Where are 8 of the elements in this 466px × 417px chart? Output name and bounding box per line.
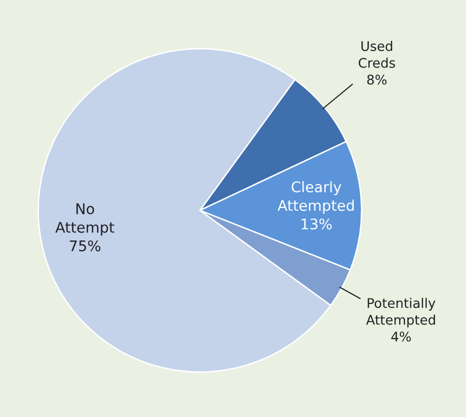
data-label: 4% <box>391 332 411 342</box>
slice-label: Clearly Attempted <box>278 181 354 214</box>
data-label: 8% <box>367 74 387 85</box>
slice-label: Potentially Attempted <box>366 298 436 328</box>
slice-label: No Attempt <box>55 203 114 236</box>
slice-label: Used Creds <box>358 40 396 68</box>
data-label: 13% <box>302 218 332 230</box>
data-label: 75% <box>70 240 100 252</box>
